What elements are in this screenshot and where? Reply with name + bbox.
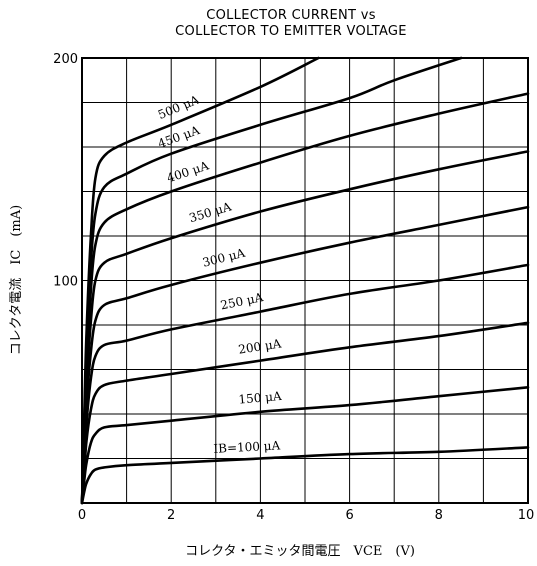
plot-frame [81,57,529,504]
chart-title-line-1: COLLECTOR CURRENT vs [206,8,376,23]
y-tick-label: 100 [53,275,78,290]
series-label-2: 150 μA [238,389,283,407]
series-line-1 [80,446,530,505]
series-label-9: 500 μA [156,92,202,122]
series-line-2 [80,386,530,505]
series [80,56,530,505]
series-label-3: 200 μA [237,336,282,356]
x-tick-label: 10 [518,508,535,523]
x-tick-label: 8 [435,508,443,523]
x-axis-label: コレクタ・エミッタ間電圧 VCE (V) [185,544,415,559]
x-tick-label: 2 [167,508,175,523]
chart-title: COLLECTOR CURRENT vs COLLECTOR TO EMITTE… [175,8,407,39]
y-tick-label: 200 [53,52,78,67]
x-tick-label: 4 [256,508,264,523]
series-label-5: 300 μA [201,246,247,270]
grid [82,58,528,503]
x-tick-label: 6 [345,508,353,523]
series-label-1: IB=100 μA [213,438,281,455]
chart-title-line-2: COLLECTOR TO EMITTER VOLTAGE [175,24,407,39]
series-label-4: 250 μA [219,290,264,312]
series-line-9 [80,56,320,505]
tick-labels: 0 2 4 6 8 10 100 200 [53,52,534,523]
y-axis-label: コレクタ電流 IC (mA) [9,205,24,355]
x-tick-label: 0 [78,508,86,523]
